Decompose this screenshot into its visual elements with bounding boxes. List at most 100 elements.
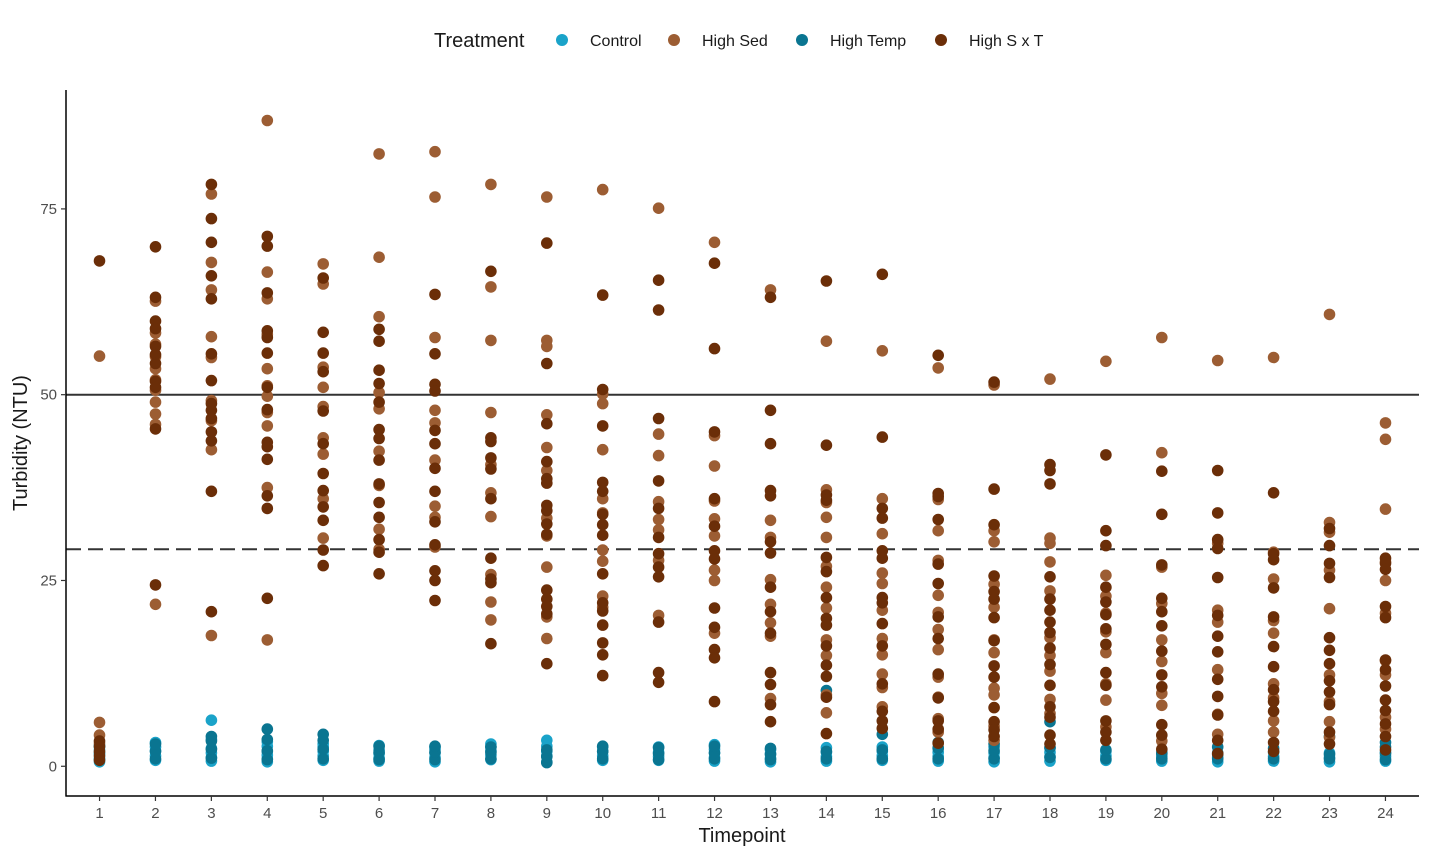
data-point — [1044, 626, 1056, 639]
data-point — [820, 581, 833, 593]
data-point — [596, 555, 609, 567]
data-point — [261, 490, 274, 502]
data-point — [261, 331, 274, 344]
data-point — [1379, 563, 1392, 576]
data-point — [652, 412, 665, 425]
data-point — [764, 490, 777, 502]
data-point — [764, 514, 777, 527]
data-point — [1323, 522, 1336, 535]
data-point — [820, 659, 833, 671]
data-point — [485, 452, 497, 464]
data-point — [485, 281, 497, 293]
data-point — [373, 533, 385, 546]
data-point — [485, 741, 497, 753]
data-point — [1156, 634, 1168, 646]
data-point — [317, 753, 330, 765]
x-tick-label: 24 — [1377, 805, 1394, 822]
data-point — [1100, 744, 1112, 756]
data-point — [261, 733, 274, 746]
data-point — [485, 463, 497, 475]
data-point — [1100, 734, 1112, 747]
data-point — [1156, 465, 1168, 478]
data-point — [373, 445, 385, 458]
data-point — [485, 510, 497, 523]
data-point — [988, 730, 1000, 743]
y-tick-label: 50 — [40, 387, 57, 404]
data-point — [205, 188, 218, 200]
data-point — [652, 449, 665, 462]
data-point — [764, 605, 777, 618]
data-point — [764, 291, 777, 304]
axes — [65, 90, 1419, 797]
data-point — [429, 404, 441, 417]
data-point — [596, 383, 609, 396]
data-point — [373, 496, 385, 509]
data-point — [1156, 718, 1168, 731]
data-point — [932, 632, 944, 645]
data-point — [708, 652, 721, 664]
data-point — [708, 740, 721, 752]
series-high-sed — [93, 114, 1392, 749]
data-point — [1156, 605, 1168, 618]
data-point — [485, 406, 497, 419]
data-point — [764, 617, 777, 629]
data-point — [1044, 373, 1056, 385]
data-point — [708, 643, 721, 656]
x-tick-label: 9 — [543, 805, 551, 822]
data-point — [1323, 686, 1336, 698]
y-tick-label: 25 — [40, 572, 57, 589]
data-point — [876, 577, 889, 590]
data-point — [1100, 596, 1112, 608]
data-point — [1267, 745, 1280, 758]
data-point — [820, 565, 833, 578]
data-point — [429, 385, 441, 397]
x-tick-label: 13 — [762, 805, 779, 822]
data-point — [317, 467, 330, 480]
data-point — [1267, 487, 1280, 499]
data-points — [93, 114, 1392, 769]
x-tick-label: 1 — [95, 805, 103, 822]
data-point — [1100, 638, 1112, 651]
data-point — [932, 524, 944, 537]
data-point — [820, 335, 833, 348]
data-point — [932, 643, 944, 656]
data-point — [876, 567, 889, 579]
data-point — [652, 202, 665, 214]
data-point — [1211, 571, 1224, 584]
data-point — [1267, 695, 1280, 708]
data-point — [1044, 604, 1056, 616]
data-point — [1156, 592, 1168, 605]
data-point — [1267, 627, 1280, 639]
data-point — [205, 256, 218, 269]
data-point — [1267, 660, 1280, 673]
data-point — [205, 293, 218, 305]
data-point — [205, 443, 218, 456]
data-point — [317, 728, 330, 741]
data-point — [373, 386, 385, 399]
data-point — [1323, 657, 1336, 670]
data-point — [876, 649, 889, 661]
data-point — [1323, 748, 1336, 761]
data-point — [317, 381, 330, 394]
data-point — [541, 657, 553, 670]
data-point — [261, 502, 274, 515]
data-point — [205, 752, 218, 764]
data-point — [1267, 582, 1280, 594]
data-point — [429, 454, 441, 466]
data-point — [1379, 600, 1392, 613]
data-point — [820, 727, 833, 740]
data-point — [373, 546, 385, 558]
data-point — [373, 511, 385, 524]
data-point — [1044, 738, 1056, 750]
data-point — [652, 616, 665, 628]
data-point — [261, 744, 274, 757]
data-point — [1267, 351, 1280, 364]
data-point — [988, 660, 1000, 672]
data-point — [708, 460, 721, 472]
x-tick-label: 4 — [263, 805, 271, 822]
data-point — [988, 701, 1000, 714]
data-point — [708, 492, 721, 505]
data-point — [205, 412, 218, 425]
data-point — [373, 310, 385, 323]
data-point — [1044, 464, 1056, 477]
